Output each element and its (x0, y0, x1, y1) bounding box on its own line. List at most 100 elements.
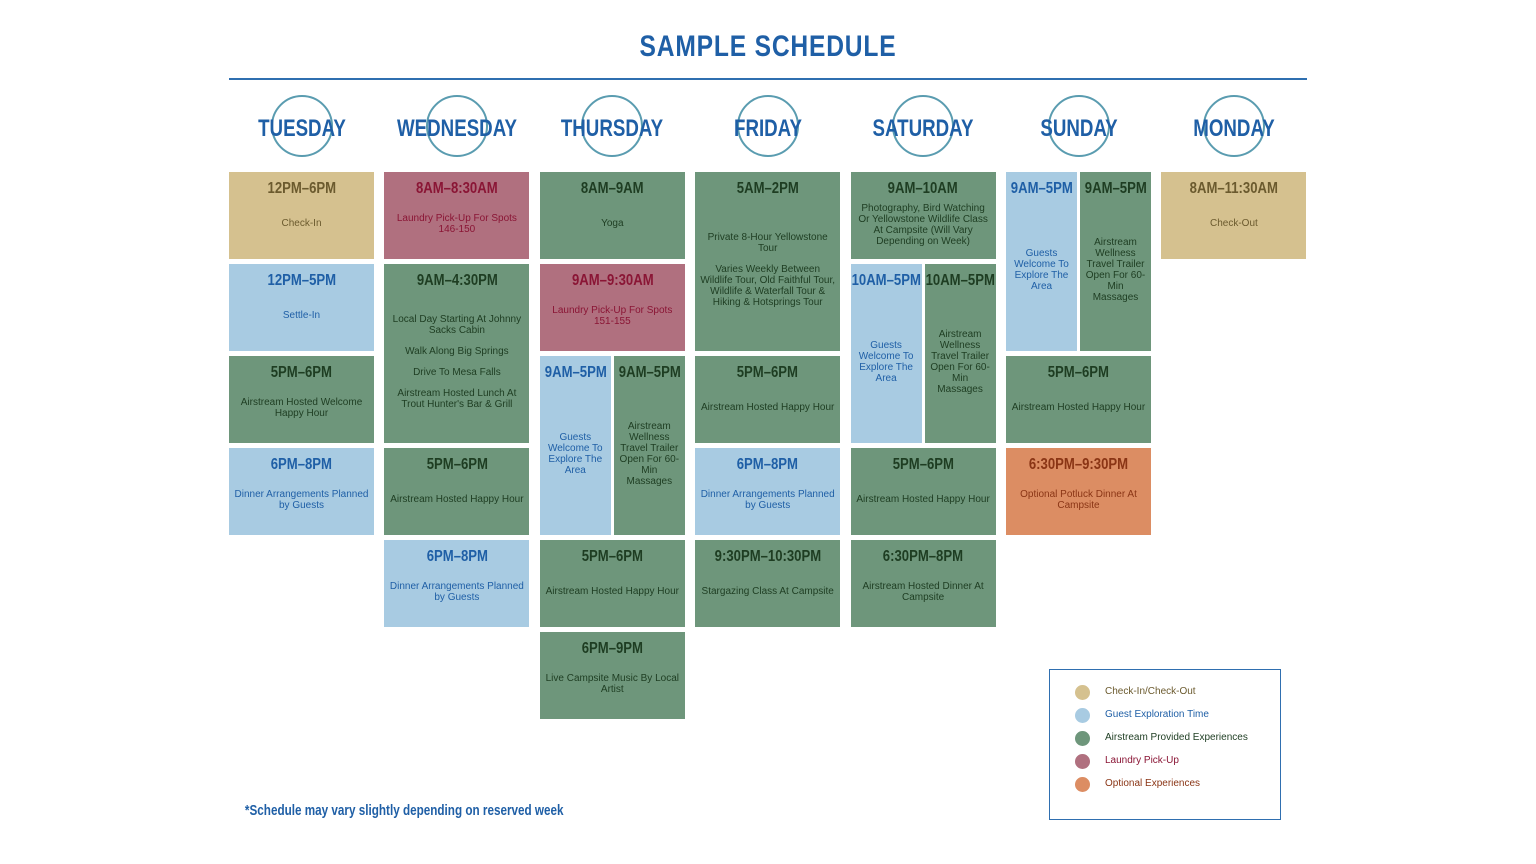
block-line: Airstream Wellness Travel Trailer Open F… (1085, 236, 1146, 303)
block-text: Airstream Hosted Dinner At Campsite (855, 566, 992, 617)
block-time: 10AM–5PM (925, 272, 995, 289)
block-line: Photography, Bird Watching Or Yellowston… (858, 203, 988, 247)
legend-dot (1075, 731, 1090, 746)
block-time: 9:30PM–10:30PM (714, 548, 821, 565)
block-line: Local Day Starting At Johnny Sacks Cabin (392, 313, 522, 336)
schedule-block: 9AM–9:30AM Laundry Pick-Up For Spots 151-… (539, 264, 685, 351)
day-name: FRIDAY (733, 115, 802, 142)
block-text: Guests Welcome To Explore The Area (1010, 198, 1073, 341)
block-line: Yoga (601, 218, 624, 229)
schedule-block: 5PM–6PM Airstream Hosted Happy Hour (850, 448, 996, 535)
block-text: Airstream Wellness Travel Trailer Open F… (929, 290, 992, 433)
block-line: Airstream Hosted Dinner At Campsite (862, 580, 984, 603)
block-line: Airstream Hosted Welcome Happy Hour (240, 396, 363, 419)
block-text: Airstream Wellness Travel Trailer Open F… (1084, 198, 1147, 341)
legend-dot (1075, 777, 1090, 792)
block-text: Airstream Hosted Happy Hour (1012, 382, 1145, 433)
schedule-block: 5PM–6PM Airstream Hosted Happy Hour (1006, 356, 1151, 443)
block-time: 12PM–5PM (267, 272, 336, 289)
block-line: Check-Out (1209, 218, 1258, 229)
legend-label: Check-In/Check-Out (1105, 686, 1196, 697)
schedule-block: 6PM–8PM Dinner Arrangements Planned by Gu… (695, 448, 841, 535)
title-rule (229, 78, 1307, 80)
block-line: Airstream Hosted Happy Hour (390, 494, 524, 505)
block-time: 5PM–6PM (737, 364, 799, 381)
day-circle (892, 95, 955, 157)
legend-dot (1075, 685, 1090, 700)
block-line: Guests Welcome To Explore The Area (1014, 247, 1069, 292)
block-line: Laundry Pick-Up For Spots 151-155 (552, 304, 673, 327)
block-time: 8AM–11:30AM (1189, 180, 1279, 197)
schedule-block: 8AM–8:30AM Laundry Pick-Up For Spots 146-… (384, 172, 530, 259)
block-text: Laundry Pick-Up For Spots 146-150 (388, 198, 525, 249)
schedule-block: 9AM–5PM Guests Welcome To Explore The Are… (1006, 172, 1077, 351)
block-line: Airstream Hosted Happy Hour (700, 402, 835, 413)
day-name: THURSDAY (561, 115, 664, 142)
block-line: Airstream Hosted Happy Hour (856, 494, 990, 505)
block-text: Airstream Hosted Happy Hour (856, 474, 989, 525)
block-line: Airstream Wellness Travel Trailer Open F… (619, 420, 680, 487)
block-line: Airstream Wellness Travel Trailer Open F… (930, 328, 990, 395)
block-text: Photography, Bird Watching Or Yellowston… (855, 198, 992, 252)
day-name: WEDNESDAY (396, 115, 517, 142)
block-line: Check-In (281, 218, 322, 229)
block-line: Settle-In (282, 310, 321, 321)
block-time: 9AM–9:30AM (571, 272, 654, 289)
day-name: SATURDAY (872, 115, 974, 142)
footnote: *Schedule may vary slightly depending on… (244, 802, 564, 819)
block-line: Dinner Arrangements Planned by Guests (234, 488, 369, 511)
block-text: Settle-In (283, 290, 320, 341)
block-time: 6PM–9PM (581, 640, 643, 657)
block-line: Airstream Hosted Lunch At Trout Hunter's… (397, 387, 517, 410)
block-line: Airstream Hosted Happy Hour (1011, 402, 1146, 413)
legend-label: Airstream Provided Experiences (1105, 732, 1248, 743)
block-time: 9AM–4:30PM (416, 272, 498, 289)
schedule-block: 5PM–6PM Airstream Hosted Happy Hour (384, 448, 530, 535)
legend-dot (1075, 754, 1090, 769)
legend-dot (1075, 708, 1090, 723)
block-text: Airstream Hosted Welcome Happy Hour (233, 382, 370, 433)
block-text: Yoga (601, 198, 623, 249)
block-text: Airstream Hosted Happy Hour (390, 474, 523, 525)
block-text: Laundry Pick-Up For Spots 151-155 (544, 290, 681, 341)
block-line: Guests Welcome To Explore The Area (547, 431, 603, 476)
schedule-block: 6:30PM–8PM Airstream Hosted Dinner At Cam… (850, 540, 996, 627)
schedule-block: 9AM–10AM Photography, Bird Watching Or Ye… (850, 172, 996, 259)
block-time: 8AM–9AM (580, 180, 644, 197)
block-line: Walk Along Big Springs (405, 345, 509, 357)
legend-label: Optional Experiences (1105, 778, 1201, 789)
legend: Check-In/Check-Out Guest Exploration Time… (1049, 669, 1281, 820)
block-text: Dinner Arrangements Planned by Guests (233, 474, 370, 525)
schedule-block: 8AM–11:30AM Check-Out (1161, 172, 1307, 259)
schedule-block: 6PM–8PM Dinner Arrangements Planned by Gu… (384, 540, 530, 627)
block-time: 5PM–6PM (581, 548, 643, 565)
block-time: 5PM–6PM (270, 364, 333, 381)
block-text: Airstream Hosted Happy Hour (701, 382, 834, 433)
block-text: Optional Potluck Dinner At Campsite (1010, 474, 1147, 525)
block-time: 9AM–5PM (1010, 180, 1073, 197)
legend-label: Guest Exploration Time (1105, 709, 1209, 720)
block-time: 5PM–6PM (892, 456, 954, 473)
day-name: TUESDAY (257, 115, 346, 142)
block-text: Guests Welcome To Explore The Area (855, 290, 918, 433)
block-time: 10AM–5PM (851, 272, 921, 289)
day-circle (425, 95, 488, 157)
day-circle (581, 95, 644, 157)
schedule-block: 12PM–6PM Check-In (229, 172, 374, 259)
block-line: Optional Potluck Dinner At Campsite (1020, 488, 1137, 511)
block-line: Laundry Pick-Up For Spots 146-150 (396, 212, 517, 235)
schedule-block: 9AM–5PM Airstream Wellness Travel Trailer… (613, 356, 685, 535)
block-time: 9AM–5PM (1084, 180, 1147, 197)
day-circle (736, 95, 799, 157)
block-time: 9AM–10AM (888, 180, 959, 197)
block-line: Live Campsite Music By Local Artist (545, 672, 679, 695)
block-time: 5PM–6PM (426, 456, 488, 473)
schedule-block: 9AM–4:30PM Local Day Starting At Johnny S… (384, 264, 530, 443)
block-text: Dinner Arrangements Planned by Guests (388, 566, 525, 617)
block-time: 6:30PM–9:30PM (1028, 456, 1129, 473)
day-name: SUNDAY (1039, 115, 1118, 142)
block-line: Drive To Mesa Falls (413, 366, 501, 378)
block-line: Private 8-Hour Yellowstone Tour (707, 231, 828, 254)
block-line: Guests Welcome To Explore The Area (858, 339, 914, 384)
block-time: 5AM–2PM (736, 180, 799, 197)
